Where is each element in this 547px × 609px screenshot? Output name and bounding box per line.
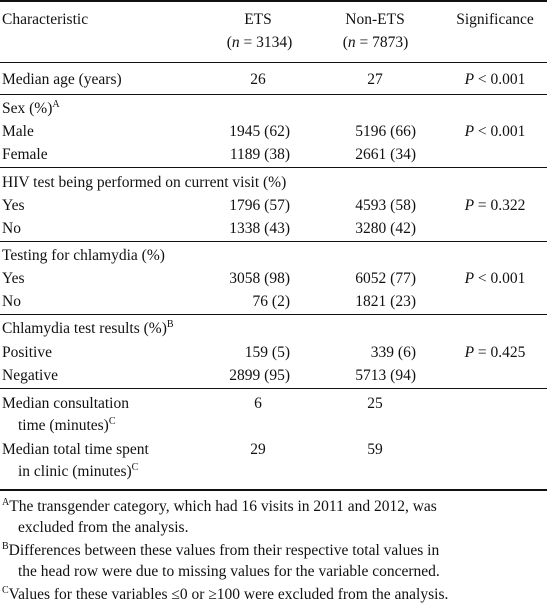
row-hiv-no-non-ets: 3280 (42) xyxy=(355,220,416,237)
row-median-age-sig: P < 0.001 xyxy=(464,71,526,88)
row-hiv-no-label: No xyxy=(2,220,21,237)
row-clinic-label-line1: Median total time spent xyxy=(2,441,149,458)
row-consult-label-line1: Median consultation xyxy=(2,395,129,412)
row-rule xyxy=(0,314,547,315)
row-chlamydia-no-ets: 76 (2) xyxy=(252,293,290,310)
row-consult-label-line2: time (minutes)C xyxy=(18,416,116,435)
row-male-ets: 1945 (62) xyxy=(229,123,290,140)
row-consult-ets: 6 xyxy=(254,395,262,412)
row-chlamydia-yes-ets: 3058 (98) xyxy=(229,270,290,287)
header-non-ets: Non-ETS xyxy=(345,11,405,28)
row-hiv-yes-ets: 1796 (57) xyxy=(229,197,290,214)
row-hiv-yes-label: Yes xyxy=(2,197,25,214)
row-negative-non-ets: 5713 (94) xyxy=(355,367,416,384)
row-clinic-non-ets: 59 xyxy=(367,441,383,458)
row-clinic-label-line2: in clinic (minutes)C xyxy=(18,462,139,481)
header-non-ets-n: (n = 7873) xyxy=(342,34,409,51)
row-positive-label: Positive xyxy=(2,344,52,361)
table-top-rule xyxy=(0,0,547,2)
footnote-b: BDifferences between these values from t… xyxy=(2,541,440,581)
row-female-ets: 1189 (38) xyxy=(229,146,290,163)
header-characteristic: Characteristic xyxy=(2,11,89,28)
table-bottom-rule xyxy=(0,489,547,491)
row-chlamydia-yes-sig: P < 0.001 xyxy=(464,270,526,287)
row-rule xyxy=(0,167,547,168)
row-hiv-yes-sig: P = 0.322 xyxy=(464,197,526,214)
row-rule xyxy=(0,388,547,389)
row-rule xyxy=(0,241,547,242)
row-positive-sig: P = 0.425 xyxy=(464,344,526,361)
row-male-sig: P < 0.001 xyxy=(464,123,526,140)
row-negative-label: Negative xyxy=(2,367,58,384)
row-median-age-non-ets: 27 xyxy=(367,71,383,88)
row-chlamydia-yes-non-ets: 6052 (77) xyxy=(355,270,416,287)
row-chlamydia-no-label: No xyxy=(2,293,21,310)
row-clinic-ets: 29 xyxy=(250,441,266,458)
footnote-c: CValues for these variables ≤0 or ≥100 w… xyxy=(2,585,449,604)
section-hiv-label: HIV test being performed on current visi… xyxy=(2,174,287,191)
row-female-non-ets: 2661 (34) xyxy=(355,146,416,163)
row-median-age-ets: 26 xyxy=(250,71,266,88)
row-negative-ets: 2899 (95) xyxy=(229,367,290,384)
row-median-age-label: Median age (years) xyxy=(2,71,122,88)
row-consult-non-ets: 25 xyxy=(367,395,383,412)
row-chlamydia-no-non-ets: 1821 (23) xyxy=(355,293,416,310)
row-male-label: Male xyxy=(2,123,34,140)
row-chlamydia-yes-label: Yes xyxy=(2,270,25,287)
row-female-label: Female xyxy=(2,146,48,163)
row-hiv-yes-non-ets: 4593 (58) xyxy=(355,197,416,214)
header-ets: ETS xyxy=(244,11,272,28)
header-significance: Significance xyxy=(456,11,534,28)
footnote-a: AThe transgender category, which had 16 … xyxy=(2,497,437,537)
row-positive-non-ets: 339 (6) xyxy=(370,344,416,361)
header-rule xyxy=(0,62,547,63)
section-sex-label: Sex (%)A xyxy=(2,99,60,118)
section-chlamydia-result-label: Chlamydia test results (%)B xyxy=(2,319,174,338)
header-ets-n: (n = 3134) xyxy=(226,34,293,51)
row-rule xyxy=(0,94,547,95)
row-hiv-no-ets: 1338 (43) xyxy=(229,220,290,237)
row-male-non-ets: 5196 (66) xyxy=(355,123,416,140)
row-positive-ets: 159 (5) xyxy=(244,344,290,361)
section-chlamydia-test-label: Testing for chlamydia (%) xyxy=(2,247,165,264)
